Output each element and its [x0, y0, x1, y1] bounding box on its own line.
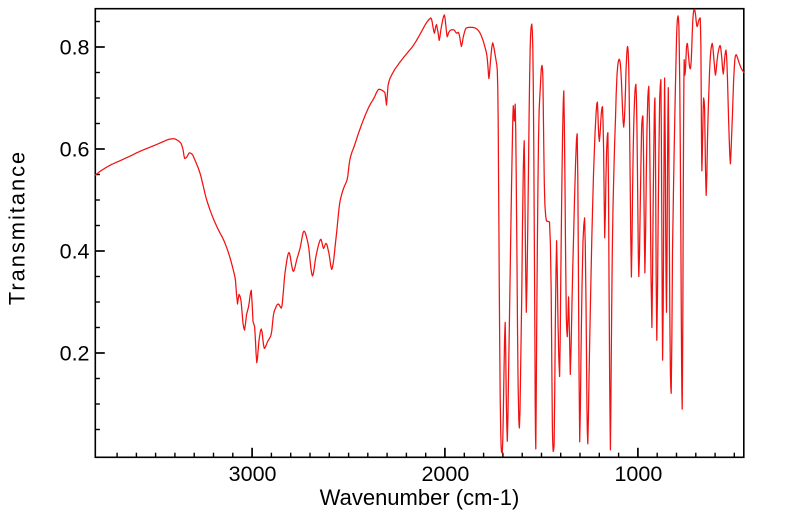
- svg-text:0.8: 0.8: [60, 36, 90, 60]
- svg-text:3000: 3000: [229, 462, 277, 486]
- svg-text:Wavenumber (cm-1): Wavenumber (cm-1): [320, 485, 520, 510]
- svg-text:0.6: 0.6: [60, 138, 90, 162]
- svg-text:0.2: 0.2: [60, 342, 90, 366]
- svg-text:0.4: 0.4: [60, 240, 90, 264]
- svg-text:Transmitance: Transmitance: [5, 150, 30, 305]
- svg-text:2000: 2000: [421, 462, 469, 486]
- svg-text:1000: 1000: [614, 462, 662, 486]
